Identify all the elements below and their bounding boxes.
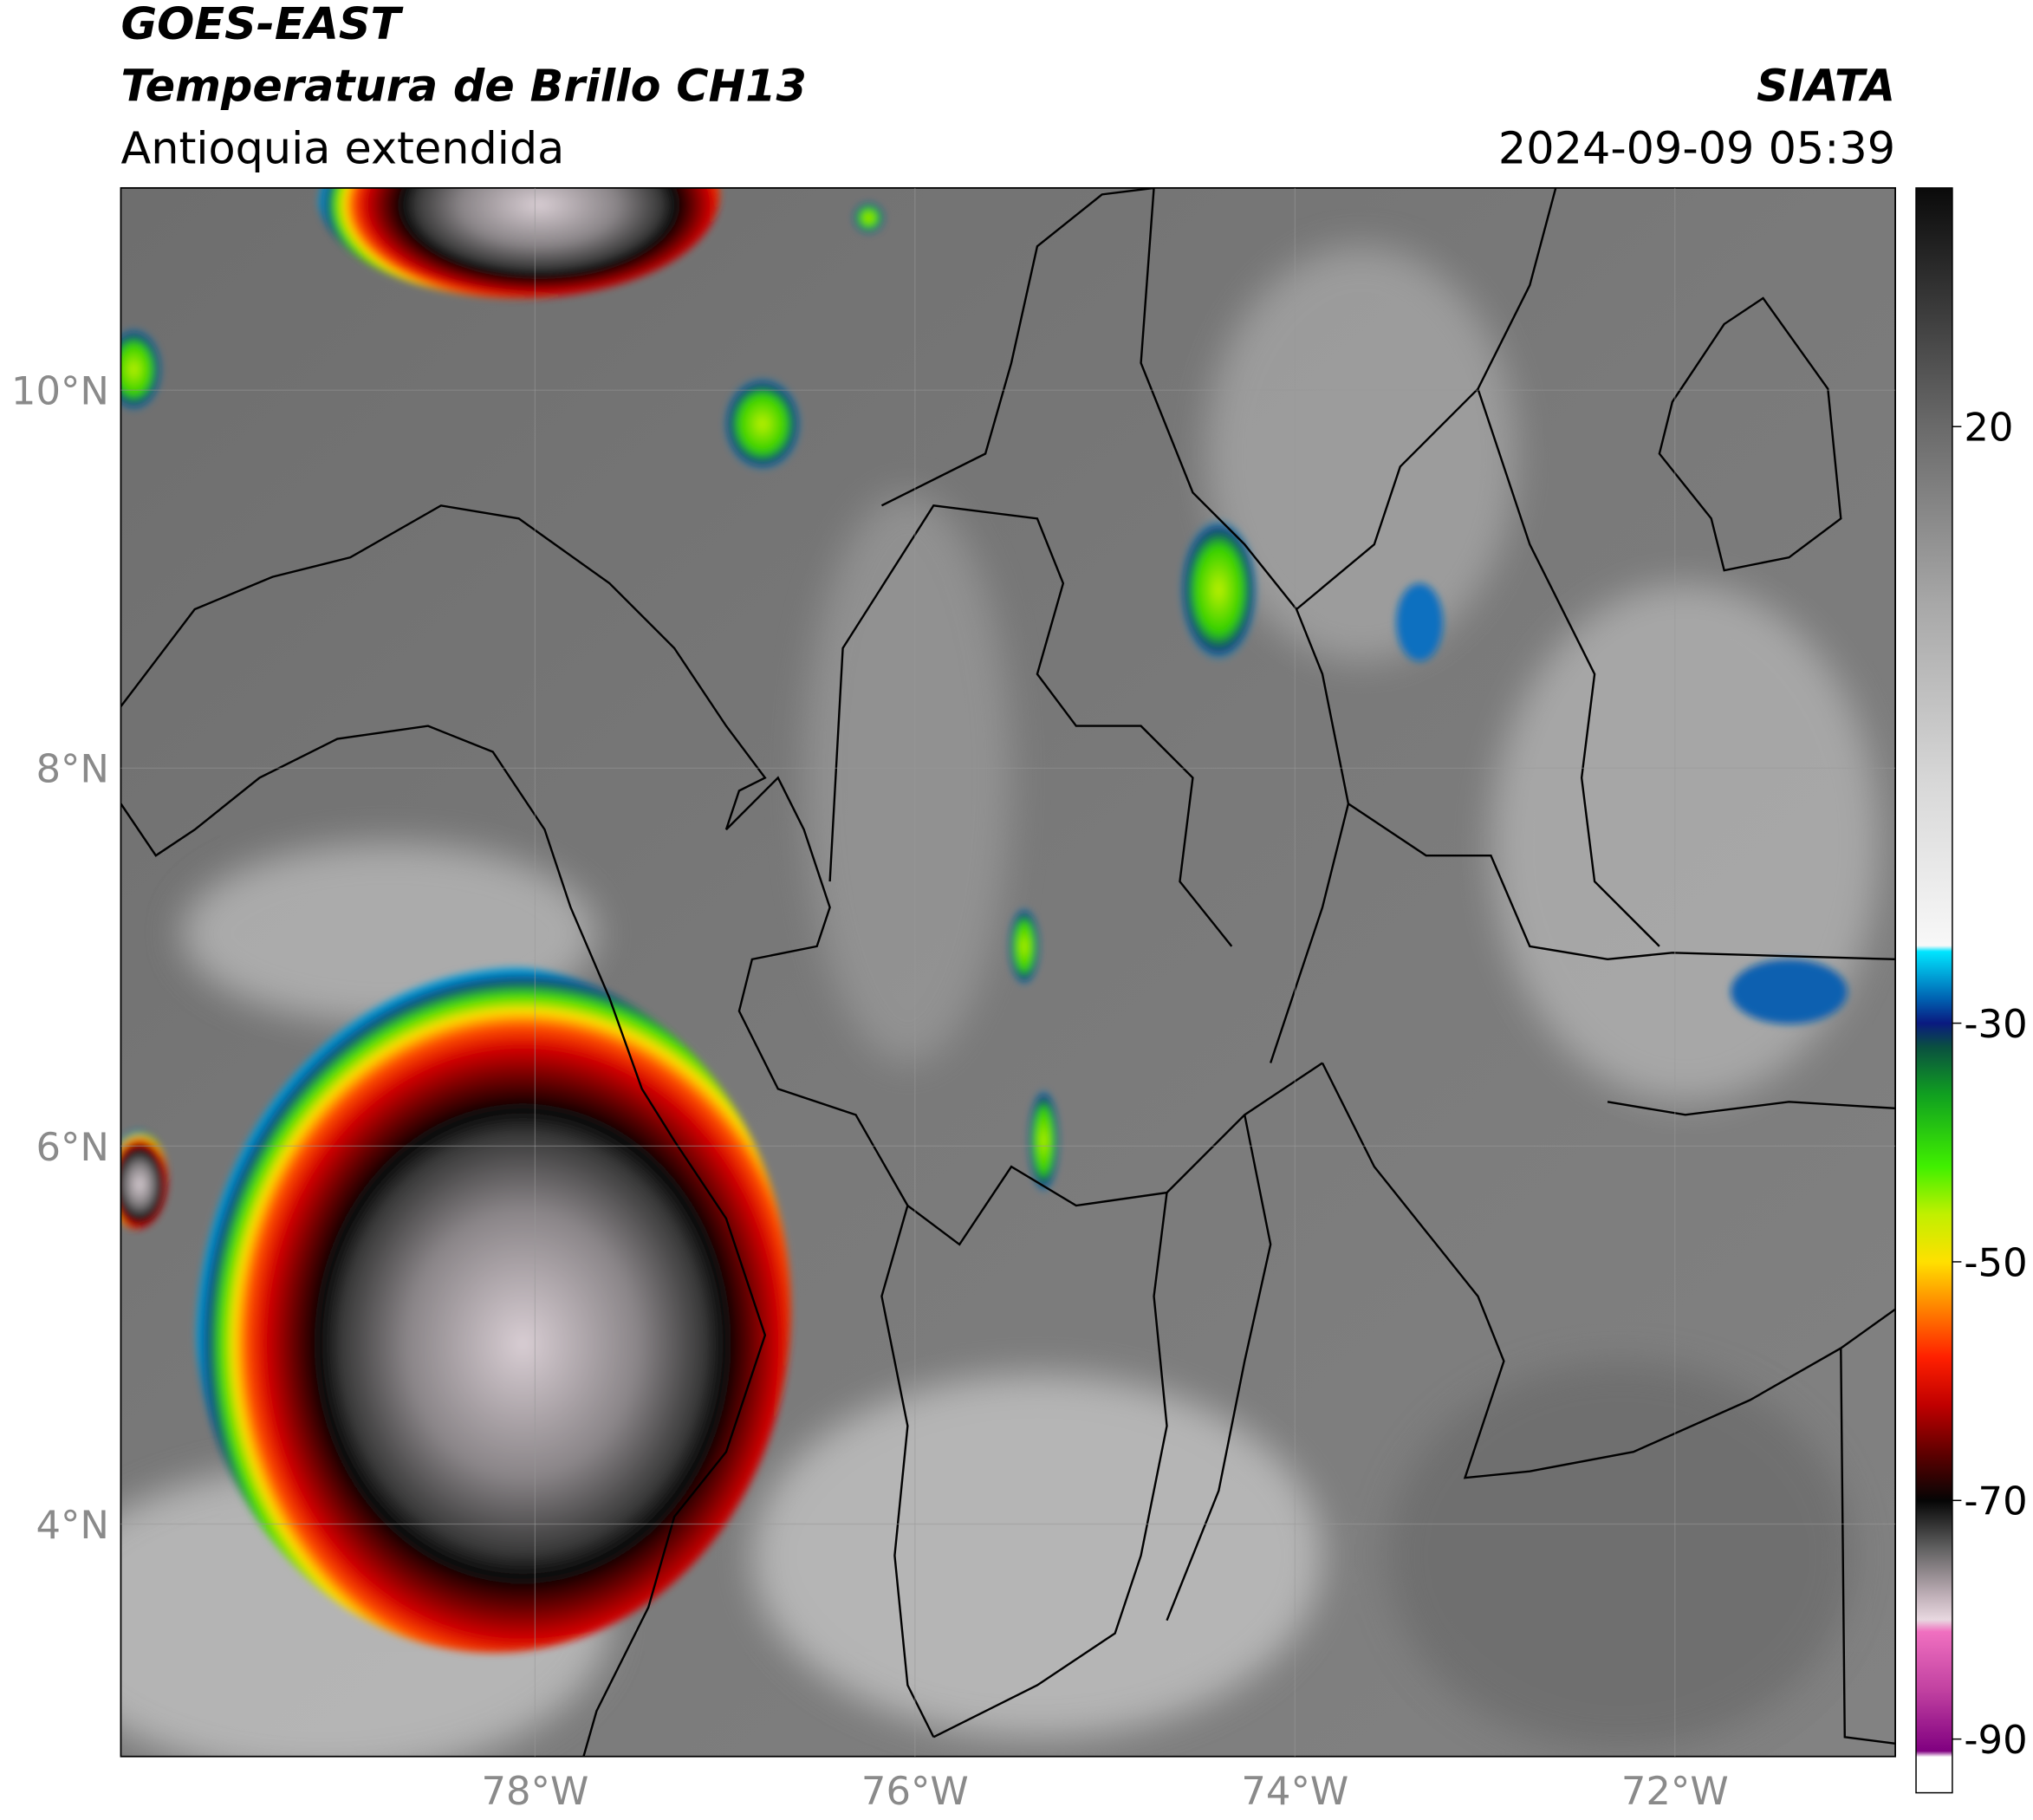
product-title: Temperatura de Brillo CH13 xyxy=(120,61,806,112)
lat-tick-label: 6°N xyxy=(36,1124,109,1170)
colorbar-tick-label: -30 xyxy=(1964,1001,2027,1047)
colorbar-tick-label: -70 xyxy=(1964,1479,2027,1524)
datetime-label: 2024-09-09 05:39 xyxy=(1498,122,1895,173)
lat-tick-label: 4°N xyxy=(36,1502,109,1548)
cloud-field xyxy=(120,246,1880,1757)
satellite-title: GOES-EAST xyxy=(120,0,404,49)
lon-tick-label: 78°W xyxy=(481,1768,588,1814)
lon-tick-label: 72°W xyxy=(1621,1768,1729,1814)
lat-tick-label: 10°N xyxy=(11,368,109,414)
map-frame xyxy=(120,186,1896,1758)
colorbar-tick-label: -90 xyxy=(1964,1717,2027,1763)
colorbar-tick-label: 20 xyxy=(1964,405,2013,451)
lat-tick-label: 8°N xyxy=(36,746,109,792)
source-label: SIATA xyxy=(1757,61,1895,112)
borders xyxy=(120,187,1896,1757)
map-image xyxy=(120,187,1896,1757)
region-title: Antioquia extendida xyxy=(120,122,564,173)
lon-tick-label: 74°W xyxy=(1241,1768,1348,1814)
lon-tick-label: 76°W xyxy=(861,1768,969,1814)
convective-cells xyxy=(120,187,1848,1654)
colorbar xyxy=(1915,187,1953,1794)
colorbar-tick-label: -50 xyxy=(1964,1239,2027,1285)
